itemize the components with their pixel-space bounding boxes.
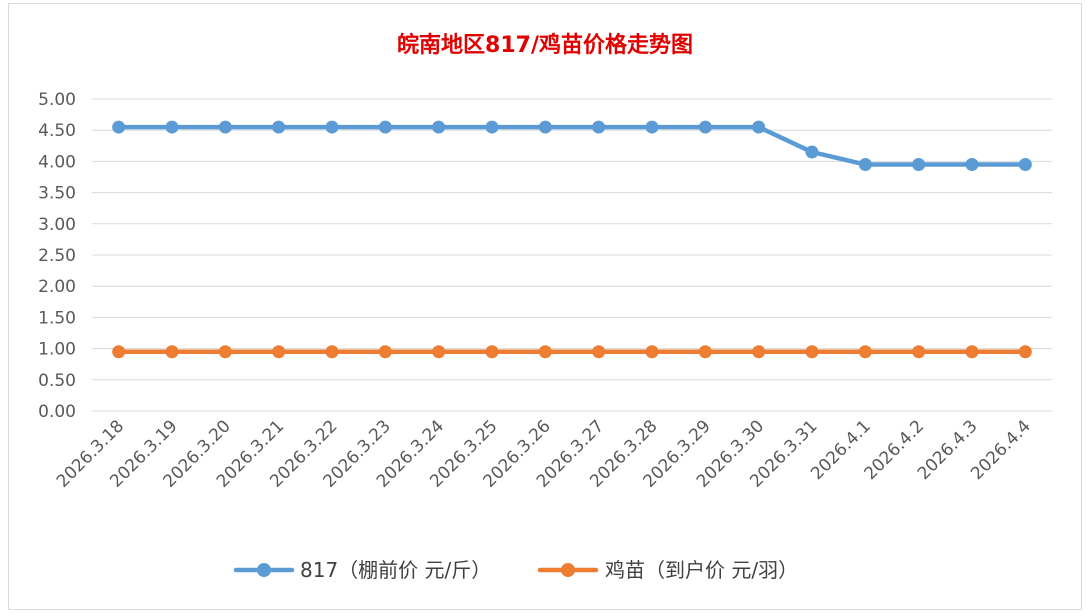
y-tick-label: 0.50 [38, 371, 76, 391]
series-layer [112, 120, 1032, 359]
data-point-series-0 [272, 120, 286, 134]
data-point-series-1 [752, 345, 766, 359]
chart-border [8, 3, 1082, 610]
data-point-series-0 [912, 158, 926, 172]
data-point-series-1 [325, 345, 339, 359]
data-point-series-0 [1018, 158, 1032, 172]
y-tick-label: 1.00 [38, 340, 76, 360]
data-point-series-1 [912, 345, 926, 359]
data-point-series-1 [1018, 345, 1032, 359]
data-point-series-0 [965, 158, 979, 172]
data-point-series-0 [325, 120, 339, 134]
data-point-series-0 [858, 158, 872, 172]
data-point-series-0 [218, 120, 232, 134]
data-point-series-1 [698, 345, 712, 359]
data-point-series-0 [485, 120, 499, 134]
data-point-series-1 [965, 345, 979, 359]
data-point-series-0 [165, 120, 179, 134]
legend-label: 鸡苗（到户价 元/羽） [605, 558, 798, 582]
data-point-series-0 [592, 120, 606, 134]
y-tick-label: 1.50 [38, 308, 76, 328]
y-tick-label: 4.50 [38, 121, 76, 141]
data-point-series-1 [485, 345, 499, 359]
data-point-series-1 [378, 345, 392, 359]
y-tick-label: 4.00 [38, 152, 76, 172]
y-tick-label: 2.50 [38, 246, 76, 266]
legend: 817（棚前价 元/斤） 鸡苗（到户价 元/羽） [233, 558, 798, 582]
y-axis-ticks: 0.00 0.50 1.00 1.50 2.00 2.50 3.00 3.50 4.00 4.50… [38, 90, 76, 422]
data-point-series-1 [592, 345, 606, 359]
data-point-series-0 [112, 120, 126, 134]
data-point-series-0 [805, 145, 819, 159]
legend-label: 817（棚前价 元/斤） [300, 558, 491, 582]
data-point-series-0 [432, 120, 446, 134]
data-point-series-1 [645, 345, 659, 359]
y-tick-label: 5.00 [38, 90, 76, 110]
chart-title: 皖南地区817/鸡苗价格走势图 [397, 32, 693, 58]
data-point-series-1 [165, 345, 179, 359]
y-tick-label: 0.00 [38, 402, 76, 422]
data-point-series-1 [432, 345, 446, 359]
data-point-series-1 [272, 345, 286, 359]
data-point-series-1 [805, 345, 819, 359]
data-point-series-1 [218, 345, 232, 359]
legend-swatch-marker [561, 563, 575, 577]
data-point-series-0 [378, 120, 392, 134]
legend-swatch-marker [257, 563, 271, 577]
gridlines [92, 98, 1052, 412]
data-point-series-1 [538, 345, 552, 359]
y-tick-label: 3.50 [38, 184, 76, 204]
y-tick-label: 2.00 [38, 277, 76, 297]
data-point-series-1 [858, 345, 872, 359]
data-point-series-1 [112, 345, 126, 359]
data-point-series-0 [645, 120, 659, 134]
data-point-series-0 [752, 120, 766, 134]
data-point-series-0 [698, 120, 712, 134]
y-tick-label: 3.00 [38, 215, 76, 235]
series-line-0 [116, 124, 1028, 167]
data-point-series-0 [538, 120, 552, 134]
